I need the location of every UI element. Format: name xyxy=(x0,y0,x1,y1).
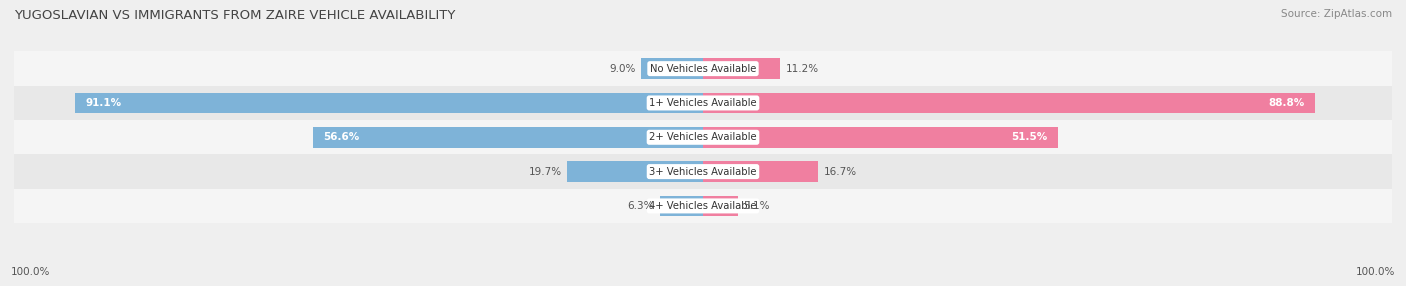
Bar xyxy=(14,189,1392,223)
Bar xyxy=(641,58,703,79)
Text: 11.2%: 11.2% xyxy=(786,64,818,74)
Bar xyxy=(14,154,1392,189)
Text: 91.1%: 91.1% xyxy=(86,98,122,108)
Text: 3+ Vehicles Available: 3+ Vehicles Available xyxy=(650,167,756,176)
Bar xyxy=(567,161,703,182)
Text: 56.6%: 56.6% xyxy=(323,132,360,142)
Text: 5.1%: 5.1% xyxy=(744,201,770,211)
Bar xyxy=(703,161,818,182)
Bar xyxy=(703,127,1057,148)
Bar xyxy=(14,120,1392,154)
Text: 100.0%: 100.0% xyxy=(11,267,51,277)
Bar xyxy=(14,51,1392,86)
Text: No Vehicles Available: No Vehicles Available xyxy=(650,64,756,74)
Text: 100.0%: 100.0% xyxy=(1355,267,1395,277)
Text: 88.8%: 88.8% xyxy=(1268,98,1305,108)
Text: 51.5%: 51.5% xyxy=(1011,132,1047,142)
Bar xyxy=(14,86,1392,120)
Bar xyxy=(659,196,703,216)
Bar xyxy=(703,196,738,216)
Bar xyxy=(703,58,780,79)
Text: 4+ Vehicles Available: 4+ Vehicles Available xyxy=(650,201,756,211)
Text: 6.3%: 6.3% xyxy=(627,201,654,211)
Text: Source: ZipAtlas.com: Source: ZipAtlas.com xyxy=(1281,9,1392,19)
Text: 9.0%: 9.0% xyxy=(609,64,636,74)
Bar xyxy=(314,127,703,148)
Text: 1+ Vehicles Available: 1+ Vehicles Available xyxy=(650,98,756,108)
Bar xyxy=(76,93,703,113)
Text: YUGOSLAVIAN VS IMMIGRANTS FROM ZAIRE VEHICLE AVAILABILITY: YUGOSLAVIAN VS IMMIGRANTS FROM ZAIRE VEH… xyxy=(14,9,456,21)
Text: 2+ Vehicles Available: 2+ Vehicles Available xyxy=(650,132,756,142)
Text: 19.7%: 19.7% xyxy=(529,167,562,176)
Bar xyxy=(703,93,1315,113)
Text: 16.7%: 16.7% xyxy=(824,167,856,176)
